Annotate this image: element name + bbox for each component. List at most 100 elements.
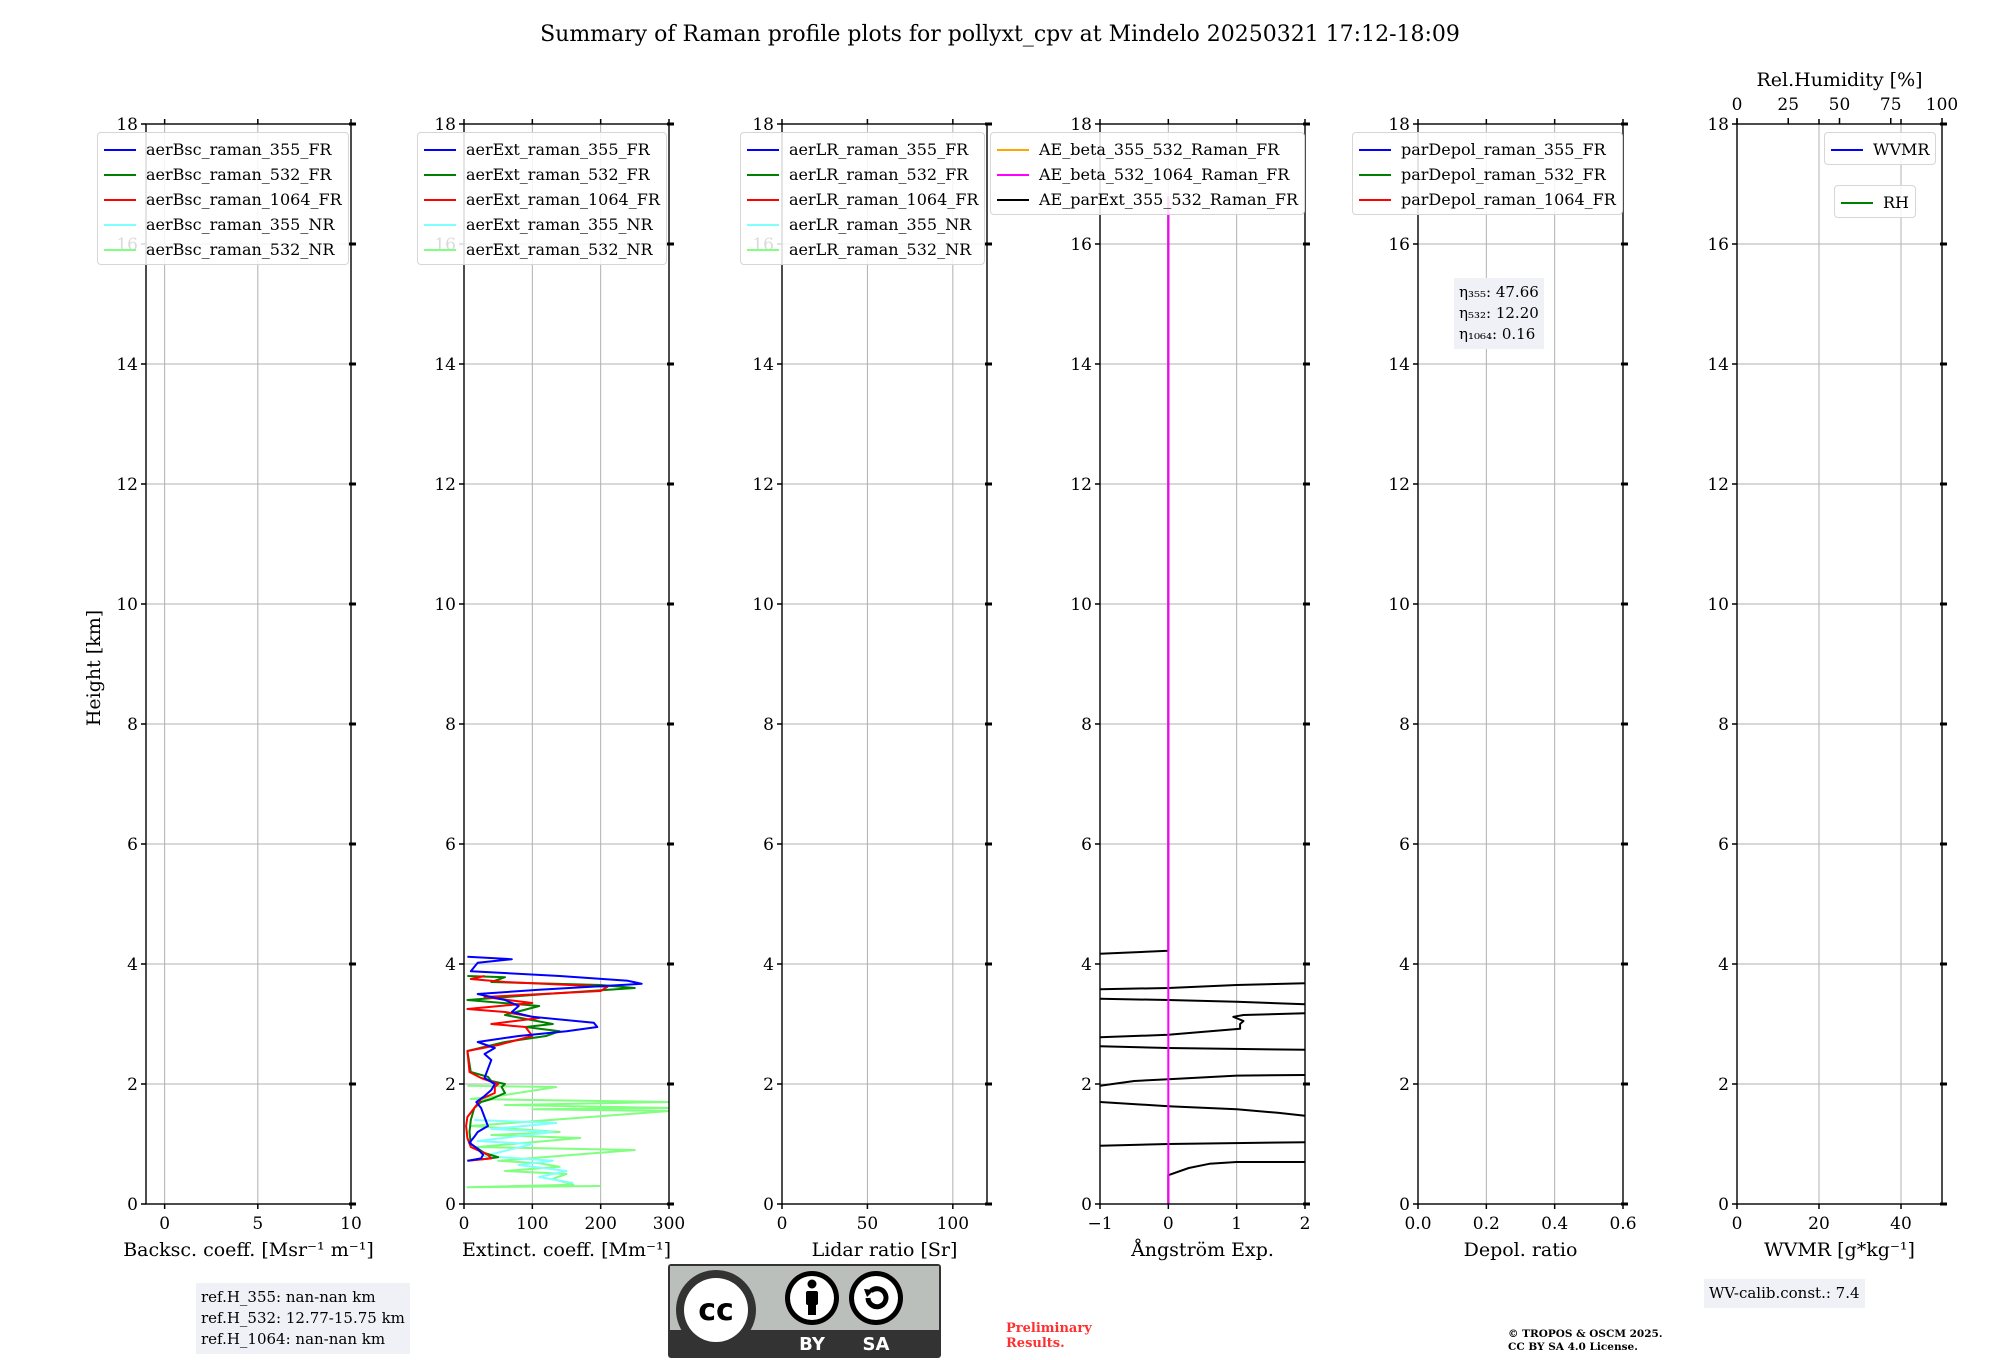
wv-calibration-constant: WV-calib.const.: 7.4 [1709, 1284, 1860, 1302]
x-axis-label: Extinct. coeff. [Mm⁻¹] [462, 1239, 671, 1261]
y-tick-label: 18 [752, 115, 774, 135]
x-tick-label: 200 [584, 1214, 616, 1234]
legend-entry: aerExt_raman_532_FR [424, 162, 660, 187]
legend-entry: parDepol_raman_1064_FR [1359, 187, 1616, 212]
legend-line-swatch [747, 148, 779, 151]
y-tick-label: 12 [434, 475, 456, 495]
legend-entry: aerExt_raman_355_NR [424, 212, 660, 237]
x-tick-label: −1 [1087, 1214, 1112, 1234]
legend-entry: aerLR_raman_355_FR [747, 137, 978, 162]
legend-entry: aerExt_raman_355_FR [424, 137, 660, 162]
legend-entry: aerLR_raman_1064_FR [747, 187, 978, 212]
legend-label: aerExt_raman_1064_FR [466, 190, 660, 209]
y-tick-label: 14 [1070, 355, 1092, 375]
legend-line-swatch [747, 223, 779, 226]
legend-label: aerExt_raman_532_NR [466, 240, 653, 259]
eta-annotation-box: η₃₅₅: 47.66 η₅₃₂: 12.20 η₁₀₆₄: 0.16 [1454, 278, 1544, 349]
legend-label: aerExt_raman_355_NR [466, 215, 653, 234]
y-tick-label: 6 [763, 835, 774, 855]
legend-line-swatch [1831, 148, 1863, 151]
legend-label: aerLR_raman_355_NR [789, 215, 972, 234]
y-tick-label: 18 [1070, 115, 1092, 135]
preliminary-line-1: Preliminary [1006, 1321, 1092, 1336]
x-tick-label: 0.0 [1404, 1214, 1431, 1234]
y-tick-label: 18 [434, 115, 456, 135]
legend-line-swatch [747, 198, 779, 201]
y-axis-label: Height [km] [83, 610, 105, 726]
legend-entry: aerBsc_raman_355_NR [104, 212, 342, 237]
y-tick-label: 12 [1070, 475, 1092, 495]
y-tick-label: 6 [1081, 835, 1092, 855]
y-tick-label: 6 [445, 835, 456, 855]
legend-label: aerLR_raman_532_FR [789, 165, 969, 184]
axes-frame [781, 123, 988, 1205]
legend-lidar-ratio: aerLR_raman_355_FR aerLR_raman_532_FR aerL… [740, 132, 986, 265]
y-tick-label: 0 [127, 1195, 138, 1215]
y-tick-label: 12 [1707, 475, 1729, 495]
legend-line-swatch [1359, 198, 1391, 201]
legend-label: aerLR_raman_355_FR [789, 140, 969, 159]
preliminary-results-note: Preliminary Results. [1006, 1321, 1092, 1351]
legend-line-swatch [104, 248, 136, 251]
legend-label: parDepol_raman_1064_FR [1401, 190, 1616, 209]
legend-entry: AE_parExt_355_532_Raman_FR [997, 187, 1298, 212]
legend-label: aerBsc_raman_355_FR [146, 140, 332, 159]
y-tick-label: 12 [1388, 475, 1410, 495]
top-x-tick-label: 75 [1880, 95, 1902, 115]
y-tick-label: 0 [1718, 1195, 1729, 1215]
legend-entry: aerBsc_raman_532_FR [104, 162, 342, 187]
legend-line-swatch [104, 198, 136, 201]
legend-entry: aerBsc_raman_355_FR [104, 137, 342, 162]
series-line-aerExt_raman_532_NR [466, 1084, 669, 1189]
y-tick-label: 4 [127, 955, 138, 975]
legend-entry: AE_beta_355_532_Raman_FR [997, 137, 1298, 162]
top-x-tick-label: 0 [1732, 95, 1743, 115]
legend-line-swatch [997, 148, 1029, 151]
y-tick-label: 0 [1399, 1195, 1410, 1215]
y-tick-label: 4 [1718, 955, 1729, 975]
y-tick-label: 10 [1070, 595, 1092, 615]
y-tick-label: 14 [1388, 355, 1410, 375]
x-tick-label: 10 [340, 1214, 362, 1234]
y-tick-label: 8 [1718, 715, 1729, 735]
y-tick-label: 0 [763, 1195, 774, 1215]
axes-frame [463, 123, 670, 1205]
y-tick-label: 0 [1081, 1195, 1092, 1215]
y-tick-label: 14 [1707, 355, 1729, 375]
x-tick-label: 100 [937, 1214, 969, 1234]
y-tick-label: 2 [1718, 1075, 1729, 1095]
legend-label: aerExt_raman_355_FR [466, 140, 650, 159]
x-tick-label: 0 [777, 1214, 788, 1234]
copyright-note: © TROPOS & OSCM 2025. CC BY SA 4.0 Licen… [1508, 1328, 1663, 1354]
legend-wvmr: WVMR [1824, 132, 1937, 165]
y-tick-label: 10 [752, 595, 774, 615]
legend-label: aerBsc_raman_532_FR [146, 165, 332, 184]
axes-frame [1736, 123, 1943, 1205]
y-tick-label: 16 [1707, 235, 1729, 255]
copyright-line-2: CC BY SA 4.0 License. [1508, 1341, 1638, 1353]
eta-1064: η₁₀₆₄: 0.16 [1459, 325, 1536, 343]
y-tick-label: 10 [1388, 595, 1410, 615]
legend-line-swatch [104, 173, 136, 176]
x-tick-label: 5 [252, 1214, 263, 1234]
x-axis-label: Ångström Exp. [1130, 1239, 1274, 1261]
y-tick-label: 2 [763, 1075, 774, 1095]
ref-height-355: ref.H_355: nan-nan km [201, 1288, 376, 1306]
axes-frame [1099, 123, 1306, 1205]
legend-line-swatch [424, 173, 456, 176]
legend-label: AE_beta_532_1064_Raman_FR [1039, 165, 1290, 184]
legend-depolarization: parDepol_raman_355_FR parDepol_raman_532_… [1352, 132, 1623, 215]
legend-label: aerLR_raman_1064_FR [789, 190, 979, 209]
x-tick-label: 0.2 [1473, 1214, 1500, 1234]
legend-entry: parDepol_raman_532_FR [1359, 162, 1616, 187]
y-tick-label: 14 [116, 355, 138, 375]
cc-logo-text: cc [698, 1293, 734, 1328]
legend-line-swatch [424, 248, 456, 251]
series-line-AE_parExt_355_532_Raman_FR [1100, 196, 1170, 955]
preliminary-line-2: Results. [1006, 1336, 1065, 1351]
copyright-line-1: © TROPOS & OSCM 2025. [1508, 1328, 1663, 1340]
x-tick-label: 40 [1890, 1214, 1912, 1234]
